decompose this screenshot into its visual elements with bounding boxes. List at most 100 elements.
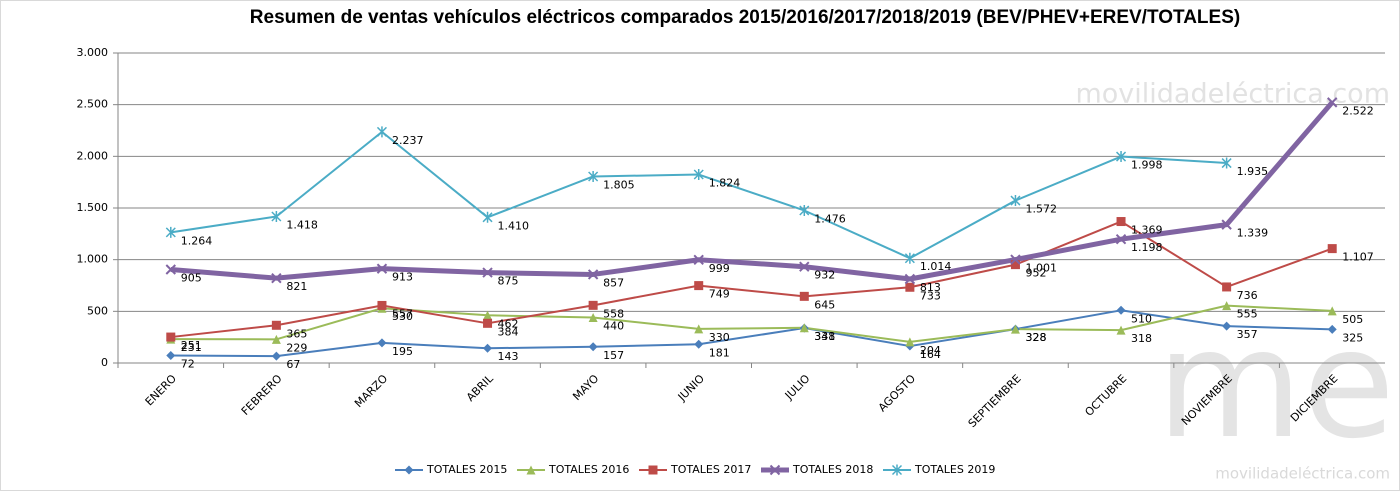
data-label: 645 xyxy=(814,298,835,311)
series-line xyxy=(170,220,1333,339)
data-point xyxy=(1116,217,1126,227)
data-point xyxy=(904,252,915,264)
data-label: 932 xyxy=(814,269,835,282)
data-label: 913 xyxy=(392,271,413,284)
data-label: 905 xyxy=(181,271,202,284)
data-point xyxy=(693,169,704,181)
data-label: 736 xyxy=(1237,289,1258,302)
data-label: 999 xyxy=(709,262,730,275)
data-label: 195 xyxy=(392,345,413,358)
data-label: 952 xyxy=(1025,267,1046,280)
data-label: 2.522 xyxy=(1342,104,1374,117)
data-label: 530 xyxy=(392,310,413,323)
data-label: 557 xyxy=(392,307,413,320)
data-point xyxy=(1115,233,1127,245)
data-point xyxy=(483,310,493,320)
data-point xyxy=(588,313,598,323)
data-point xyxy=(1116,325,1126,335)
data-label: 1.198 xyxy=(1131,241,1163,254)
legend-item: TOTALES 2015 xyxy=(395,463,507,476)
data-label: 1.001 xyxy=(1025,262,1057,275)
data-label: 462 xyxy=(498,317,519,330)
y-tick-label: 0 xyxy=(101,356,108,369)
legend-label: TOTALES 2018 xyxy=(792,463,873,476)
data-point xyxy=(1116,305,1126,315)
data-point xyxy=(1116,151,1127,163)
data-point xyxy=(1222,321,1232,331)
data-point xyxy=(905,337,915,347)
legend-item: TOTALES 2019 xyxy=(883,463,995,476)
y-tick-label: 3.000 xyxy=(77,46,109,59)
data-point xyxy=(588,300,598,310)
legend-label: TOTALES 2015 xyxy=(426,463,507,476)
legend-label: TOTALES 2017 xyxy=(670,463,751,476)
legend-marker xyxy=(526,465,536,475)
data-point xyxy=(376,263,388,274)
data-label: 1.339 xyxy=(1237,227,1269,240)
data-label: 251 xyxy=(181,339,202,352)
data-label: 1.824 xyxy=(709,177,741,190)
data-point xyxy=(165,226,176,238)
data-point xyxy=(1327,244,1337,254)
data-point xyxy=(1222,301,1232,311)
data-label: 1.476 xyxy=(814,212,846,225)
data-point xyxy=(376,126,387,138)
data-label: 164 xyxy=(920,348,941,361)
data-point xyxy=(1010,195,1021,207)
data-label: 813 xyxy=(920,281,941,294)
data-point xyxy=(1327,306,1337,316)
y-tick-label: 1.000 xyxy=(77,253,109,266)
data-point xyxy=(1222,282,1232,292)
data-label: 143 xyxy=(498,350,519,363)
data-point xyxy=(1327,324,1337,334)
data-label: 1.998 xyxy=(1131,159,1163,172)
data-label: 1.369 xyxy=(1131,224,1163,237)
data-point xyxy=(1221,219,1232,230)
data-point xyxy=(166,351,176,361)
data-point xyxy=(166,332,176,342)
data-label: 875 xyxy=(498,275,519,288)
data-label: 857 xyxy=(603,276,624,289)
data-label: 181 xyxy=(709,346,730,359)
data-point xyxy=(271,334,281,344)
data-label: 325 xyxy=(1342,331,1363,344)
legend-marker xyxy=(891,464,903,476)
legend-label: TOTALES 2016 xyxy=(548,463,629,476)
data-point xyxy=(1010,324,1020,334)
legend-label: TOTALES 2019 xyxy=(914,463,995,476)
data-label: 330 xyxy=(709,331,730,344)
data-point xyxy=(694,324,704,334)
data-point xyxy=(483,318,493,328)
legend-marker xyxy=(769,464,781,476)
data-point xyxy=(1327,97,1338,108)
data-point xyxy=(271,210,282,222)
data-label: 1.107 xyxy=(1342,251,1374,264)
data-label: 341 xyxy=(814,330,835,343)
data-point xyxy=(482,267,493,278)
chart-title: Resumen de ventas vehículos eléctricos c… xyxy=(250,7,1240,28)
data-label: 365 xyxy=(286,327,307,340)
data-point xyxy=(904,273,916,285)
data-point xyxy=(588,342,598,352)
data-label: 384 xyxy=(498,325,519,338)
data-label: 1.572 xyxy=(1025,203,1057,216)
data-label: 558 xyxy=(603,307,624,320)
legend-item: TOTALES 2018 xyxy=(761,463,873,476)
data-point xyxy=(271,351,281,361)
legend-item: TOTALES 2017 xyxy=(639,463,751,476)
data-label: 505 xyxy=(1342,313,1363,326)
data-label: 821 xyxy=(286,280,307,293)
data-label: 733 xyxy=(920,289,941,302)
y-tick-label: 2.000 xyxy=(77,149,109,162)
data-point xyxy=(377,300,387,310)
y-tick-label: 2.500 xyxy=(77,98,109,111)
data-point xyxy=(482,211,493,223)
data-point xyxy=(799,204,810,216)
data-label: 357 xyxy=(1237,328,1258,341)
series-line xyxy=(170,304,1333,343)
data-point xyxy=(799,261,810,272)
data-point xyxy=(377,338,387,348)
legend-item: TOTALES 2016 xyxy=(517,463,629,476)
